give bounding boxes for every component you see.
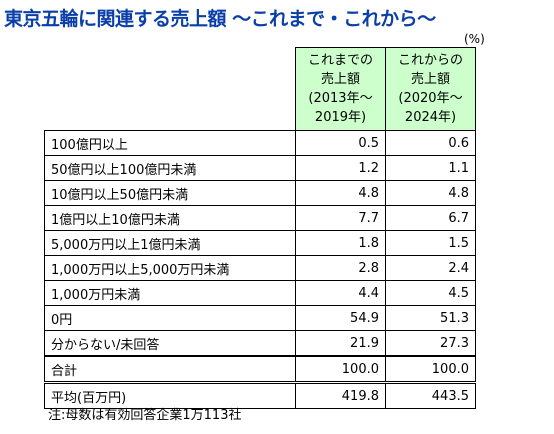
column-header-future-line2: 売上額 [386, 70, 475, 89]
chart-title: 東京五輪に関連する売上額 〜これまで・これから〜 [4, 4, 436, 31]
footnote: 注:母数は有効回答企業1万113社 [48, 404, 241, 423]
total-label: 合計 [45, 356, 296, 383]
row-label: 10億円以上50億円未満 [45, 181, 296, 206]
column-header-past: これまでの 売上額 (2013年〜 2019年) [296, 48, 386, 131]
table-row: 1,000万円未満 4.4 4.5 [45, 281, 476, 306]
past-value: 0.5 [296, 131, 386, 156]
future-value: 51.3 [386, 306, 476, 331]
unit-label: (%) [464, 32, 485, 46]
table-row: 50億円以上100億円未満 1.2 1.1 [45, 156, 476, 181]
column-header-past-line1: これまでの [296, 51, 385, 70]
header-blank-cell [45, 48, 296, 131]
table-row: 100億円以上 0.5 0.6 [45, 131, 476, 156]
past-value: 4.4 [296, 281, 386, 306]
row-label: 1,000万円未満 [45, 281, 296, 306]
column-header-past-line3: (2013年〜 [296, 89, 385, 108]
header-row: これまでの 売上額 (2013年〜 2019年) これからの 売上額 (2020… [45, 48, 476, 131]
row-label: 5,000万円以上1億円未満 [45, 231, 296, 256]
column-header-future-line1: これからの [386, 51, 475, 70]
column-header-future-line3: (2020年〜 [386, 89, 475, 108]
row-label: 100億円以上 [45, 131, 296, 156]
past-value: 1.8 [296, 231, 386, 256]
past-value: 4.8 [296, 181, 386, 206]
past-value: 21.9 [296, 331, 386, 357]
table-row: 1,000万円以上5,000万円未満 2.8 2.4 [45, 256, 476, 281]
past-value: 54.9 [296, 306, 386, 331]
past-value: 2.8 [296, 256, 386, 281]
table-row: 5,000万円以上1億円未満 1.8 1.5 [45, 231, 476, 256]
column-header-past-line4: 2019年) [296, 108, 385, 127]
column-header-past-line2: 売上額 [296, 70, 385, 89]
past-value: 1.2 [296, 156, 386, 181]
row-label: 1,000万円以上5,000万円未満 [45, 256, 296, 281]
table-row: 10億円以上50億円未満 4.8 4.8 [45, 181, 476, 206]
sales-table: これまでの 売上額 (2013年〜 2019年) これからの 売上額 (2020… [44, 47, 476, 409]
table-row: 分からない/未回答 21.9 27.3 [45, 331, 476, 357]
table-row: 1億円以上10億円未満 7.7 6.7 [45, 206, 476, 231]
past-value: 7.7 [296, 206, 386, 231]
average-past-value: 419.8 [296, 383, 386, 409]
row-label: 0円 [45, 306, 296, 331]
future-value: 4.5 [386, 281, 476, 306]
future-value: 1.5 [386, 231, 476, 256]
future-value: 0.6 [386, 131, 476, 156]
column-header-future: これからの 売上額 (2020年〜 2024年) [386, 48, 476, 131]
future-value: 1.1 [386, 156, 476, 181]
future-value: 6.7 [386, 206, 476, 231]
row-label: 分からない/未回答 [45, 331, 296, 357]
column-header-future-line4: 2024年) [386, 108, 475, 127]
total-past-value: 100.0 [296, 356, 386, 383]
future-value: 4.8 [386, 181, 476, 206]
table-row: 0円 54.9 51.3 [45, 306, 476, 331]
total-row: 合計 100.0 100.0 [45, 356, 476, 383]
average-future-value: 443.5 [386, 383, 476, 409]
future-value: 27.3 [386, 331, 476, 357]
total-future-value: 100.0 [386, 356, 476, 383]
row-label: 1億円以上10億円未満 [45, 206, 296, 231]
row-label: 50億円以上100億円未満 [45, 156, 296, 181]
future-value: 2.4 [386, 256, 476, 281]
